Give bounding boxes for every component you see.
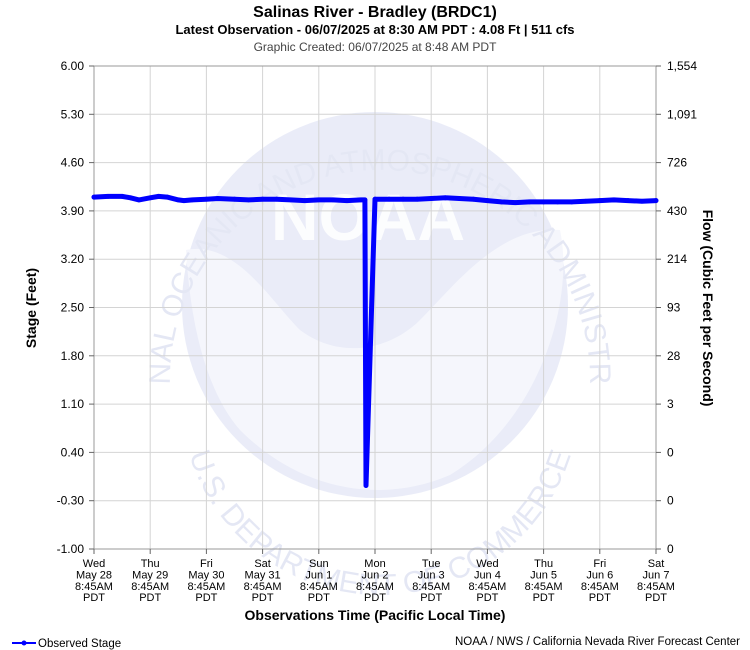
series-point (91, 194, 97, 200)
y-tick-label: 3.90 (61, 204, 85, 218)
y-axis-title: Stage (Feet) (23, 268, 39, 348)
y-tick-label: 6.00 (61, 59, 85, 73)
series-point (456, 196, 462, 201)
x-tick-label: Sat May 31 8:45AM PDT (244, 558, 282, 604)
series-point (164, 194, 170, 200)
y-tick-label: -0.30 (57, 494, 85, 508)
graphic-created: Graphic Created: 06/07/2025 at 8:48 AM P… (254, 40, 497, 54)
chart-subtitle: Latest Observation - 06/07/2025 at 8:30 … (175, 22, 574, 37)
series-point (136, 197, 142, 203)
series-point (442, 195, 448, 201)
series-point (147, 195, 153, 201)
y2-axis-title: Flow (Cubic Feet per Second) (700, 210, 716, 407)
y2-tick-label: 0 (667, 542, 674, 556)
y2-tick-label: 28 (667, 349, 681, 363)
chart-title: Salinas River - Bradley (BRDC1) (253, 4, 497, 21)
series-point (499, 199, 504, 205)
series-observed-stage (91, 193, 659, 488)
series-point (428, 196, 434, 201)
y2-tick-label: 214 (667, 252, 687, 266)
x-axis: Wed May 28 8:45AM PDT Thu May 29 8:45AM PDT Fri M… (75, 549, 675, 604)
series-point (181, 198, 187, 203)
x-tick-label: Sun Jun 1 8:45AM PDT (300, 558, 338, 604)
series-point (288, 197, 294, 203)
y2-tick-label: 93 (667, 301, 681, 315)
series-point (105, 194, 111, 199)
y-tick-label: 0.40 (61, 445, 85, 459)
y2-tick-label: 726 (667, 156, 687, 170)
series-point (513, 200, 518, 206)
series-point (653, 198, 659, 203)
series-point (597, 198, 603, 203)
series-point (302, 198, 308, 203)
x-tick-label: Thu Jun 5 8:45AM PDT (525, 558, 563, 604)
y-tick-label: 1.10 (61, 397, 85, 411)
y2-tick-label: 0 (667, 445, 674, 459)
grid (93, 65, 657, 550)
y-axis-right: 1,554 1,091 726 430 214 93 28 3 0 0 0 (656, 59, 697, 556)
series-point (414, 196, 420, 202)
series-point (260, 196, 265, 202)
legend-marker (21, 640, 27, 646)
y2-tick-label: 1,554 (667, 59, 697, 73)
series-point (344, 198, 350, 203)
y2-tick-label: 1,091 (667, 107, 697, 121)
series-point (485, 198, 490, 203)
footer-credit: NOAA / NWS / California Nevada River For… (455, 636, 740, 648)
series-point (330, 197, 336, 203)
legend-label: Observed Stage (38, 638, 121, 650)
series-point (555, 199, 561, 205)
series-point (204, 196, 209, 202)
series-point (372, 196, 378, 202)
legend: Observed Stage (12, 638, 121, 650)
y2-tick-label: 3 (667, 397, 674, 411)
noaa-watermark: NOAA NATIONAL OCEANIC AND ATMOSPHERIC AD… (0, 0, 616, 602)
series-point (611, 197, 617, 203)
x-tick-label: Fri Jun 6 8:45AM PDT (581, 558, 619, 604)
series-point (541, 199, 546, 205)
series-point (274, 196, 280, 202)
series-point (175, 197, 181, 203)
series-point (400, 196, 406, 202)
series-point (189, 197, 195, 203)
series-point (246, 197, 251, 203)
series-point (625, 198, 631, 203)
series-point (470, 196, 476, 202)
series-point (232, 196, 237, 202)
x-tick-label: Mon Jun 2 8:45AM PDT (356, 558, 394, 604)
y-tick-label: -1.00 (57, 542, 85, 556)
y-axis-left: 6.00 5.30 4.60 3.90 3.20 2.50 1.80 1.10 0.40 -0.3… (57, 59, 94, 556)
series-point (215, 196, 221, 201)
watermark-center: NOAA (271, 180, 465, 254)
series-point (316, 197, 322, 203)
series-point (156, 194, 162, 199)
x-tick-label: Fri May 30 8:45AM PDT (187, 558, 225, 604)
series-point (386, 196, 392, 202)
series-point (583, 198, 589, 204)
x-tick-label: Sat Jun 7 8:45AM PDT (637, 558, 675, 604)
x-tick-label: Wed Jun 4 8:45AM PDT (468, 558, 506, 604)
series-point (527, 199, 532, 205)
y2-tick-label: 0 (667, 494, 674, 508)
y-tick-label: 3.20 (61, 252, 85, 266)
x-tick-label: Thu May 29 8:45AM PDT (131, 558, 169, 604)
x-axis-title: Observations Time (Pacific Local Time) (245, 607, 506, 623)
y-tick-label: 1.80 (61, 349, 85, 363)
series-point (128, 195, 133, 201)
y-tick-label: 2.50 (61, 301, 85, 315)
series-point (119, 194, 125, 199)
series-point (362, 197, 368, 203)
x-tick-label: Tue Jun 3 8:45AM PDT (412, 558, 450, 604)
series-point (363, 483, 369, 488)
x-tick-label: Wed May 28 8:45AM PDT (75, 558, 113, 604)
series-point (569, 199, 575, 205)
y-tick-label: 5.30 (61, 107, 85, 121)
y-tick-label: 4.60 (61, 156, 85, 170)
y2-tick-label: 430 (667, 204, 687, 218)
series-point (639, 198, 645, 204)
